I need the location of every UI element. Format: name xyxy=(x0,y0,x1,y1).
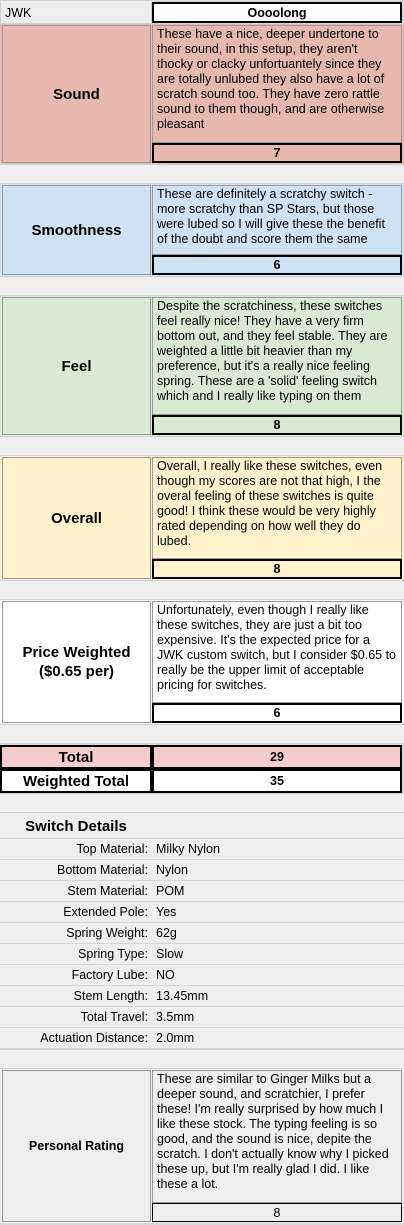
feel-comment-cell[interactable]: Despite the scratchiness, these switches… xyxy=(152,297,402,415)
detail-value[interactable]: 13.45mm xyxy=(152,986,404,1007)
brand-name: JWK xyxy=(5,6,32,20)
sound-comment: These have a nice, deeper undertone to t… xyxy=(157,27,385,131)
detail-label[interactable]: Extended Pole: xyxy=(0,902,152,923)
smoothness-score: 6 xyxy=(273,258,281,272)
sound-label-cell[interactable]: Sound xyxy=(2,25,151,163)
weighted-total-value-cell[interactable]: 35 xyxy=(152,769,402,793)
detail-value[interactable]: Yes xyxy=(152,902,404,923)
price-comment-cell[interactable]: Unfortunately, even though I really like… xyxy=(152,601,402,703)
brand-cell[interactable]: JWK xyxy=(0,0,152,24)
detail-label[interactable]: Top Material: xyxy=(0,839,152,860)
detail-value[interactable]: Slow xyxy=(152,944,404,965)
smoothness-label-cell[interactable]: Smoothness xyxy=(2,185,151,275)
sound-label: Sound xyxy=(53,85,100,103)
price-label-line2: ($0.65 per) xyxy=(38,663,115,680)
price-score-cell[interactable]: 6 xyxy=(152,703,402,723)
detail-value[interactable]: 3.5mm xyxy=(152,1007,404,1028)
sound-score-cell[interactable]: 7 xyxy=(152,143,402,163)
detail-value[interactable]: 62g xyxy=(152,923,404,944)
price-label-line1: Price Weighted xyxy=(22,644,131,661)
details-heading-cell[interactable]: Switch Details xyxy=(0,813,152,839)
weighted-total-value: 35 xyxy=(270,774,284,788)
total-value-cell[interactable]: 29 xyxy=(152,745,402,769)
feel-label: Feel xyxy=(61,357,92,375)
smoothness-comment: These are definitely a scratchy switch -… xyxy=(157,187,385,246)
detail-label[interactable]: Stem Material: xyxy=(0,881,152,902)
detail-value[interactable]: 2.0mm xyxy=(152,1028,404,1049)
price-score: 6 xyxy=(273,706,281,720)
smoothness-score-cell[interactable]: 6 xyxy=(152,255,402,275)
feel-score-cell[interactable]: 8 xyxy=(152,415,402,435)
detail-value[interactable]: POM xyxy=(152,881,404,902)
detail-label[interactable]: Factory Lube: xyxy=(0,965,152,986)
detail-label[interactable]: Actuation Distance: xyxy=(0,1028,152,1049)
price-comment: Unfortunately, even though I really like… xyxy=(157,603,396,692)
detail-label[interactable]: Bottom Material: xyxy=(0,860,152,881)
spacer-row xyxy=(0,276,404,296)
weighted-total-label-cell[interactable]: Weighted Total xyxy=(0,769,152,793)
personal-comment-cell[interactable]: These are similar to Ginger Milks but a … xyxy=(152,1070,402,1203)
feel-score: 8 xyxy=(273,418,281,432)
spacer-row xyxy=(0,793,404,813)
personal-label: Personal Rating xyxy=(28,1139,125,1153)
personal-score: 8 xyxy=(273,1205,281,1220)
detail-label[interactable]: Spring Weight: xyxy=(0,923,152,944)
sound-score: 7 xyxy=(273,146,281,160)
sound-comment-cell[interactable]: These have a nice, deeper undertone to t… xyxy=(152,25,402,143)
detail-value[interactable]: NO xyxy=(152,965,404,986)
total-value: 29 xyxy=(270,750,284,764)
detail-label[interactable]: Spring Type: xyxy=(0,944,152,965)
personal-score-cell[interactable]: 8 xyxy=(152,1203,402,1222)
detail-label[interactable]: Total Travel: xyxy=(0,1007,152,1028)
overall-score: 8 xyxy=(273,562,281,576)
personal-label-cell[interactable]: Personal Rating xyxy=(2,1070,151,1222)
spacer-row xyxy=(0,1049,404,1069)
details-heading-row xyxy=(0,813,404,839)
total-label-cell[interactable]: Total xyxy=(0,745,152,769)
smoothness-label: Smoothness xyxy=(31,221,122,239)
overall-label: Overall xyxy=(51,509,102,527)
overall-label-cell[interactable]: Overall xyxy=(2,457,151,579)
switch-name: Oooolong xyxy=(247,5,307,20)
personal-comment: These are similar to Ginger Milks but a … xyxy=(157,1072,389,1191)
smoothness-comment-cell[interactable]: These are definitely a scratchy switch -… xyxy=(152,185,402,255)
feel-label-cell[interactable]: Feel xyxy=(2,297,151,435)
spacer-row xyxy=(0,164,404,184)
detail-value[interactable]: Milky Nylon xyxy=(152,839,404,860)
detail-value[interactable]: Nylon xyxy=(152,860,404,881)
details-heading: Switch Details xyxy=(25,817,127,835)
feel-comment: Despite the scratchiness, these switches… xyxy=(157,299,388,403)
detail-label[interactable]: Stem Length: xyxy=(0,986,152,1007)
switch-name-cell[interactable]: Oooolong xyxy=(152,2,402,23)
spacer-row xyxy=(0,436,404,456)
weighted-total-label: Weighted Total xyxy=(22,772,130,790)
spacer-row xyxy=(0,580,404,600)
overall-score-cell[interactable]: 8 xyxy=(152,559,402,579)
total-label: Total xyxy=(58,748,94,766)
overall-comment-cell[interactable]: Overall, I really like these switches, e… xyxy=(152,457,402,559)
spacer-row xyxy=(0,724,404,744)
overall-comment: Overall, I really like these switches, e… xyxy=(157,459,383,548)
price-label-cell[interactable]: Price Weighted ($0.65 per) xyxy=(2,601,151,723)
